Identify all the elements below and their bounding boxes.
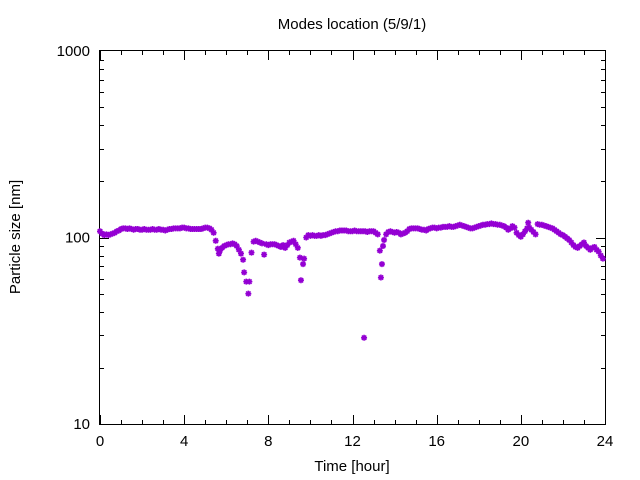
data-point xyxy=(381,236,388,243)
data-point xyxy=(597,252,604,259)
data-point xyxy=(227,241,234,248)
data-point xyxy=(300,261,307,268)
x-tick-label: 0 xyxy=(96,433,104,450)
data-point xyxy=(259,240,266,247)
tick-labels: 0 4 8 12 16 20 24 10 100 1000 xyxy=(57,43,614,450)
data-point xyxy=(303,234,310,241)
data-point xyxy=(383,231,390,238)
data-point xyxy=(591,243,598,250)
y-tick-label: 1000 xyxy=(57,43,90,60)
data-points xyxy=(97,219,606,341)
data-point xyxy=(229,240,236,247)
data-point xyxy=(265,242,272,249)
data-point xyxy=(530,229,537,236)
data-point xyxy=(286,239,293,246)
data-point xyxy=(377,274,384,281)
data-point xyxy=(297,277,304,284)
data-point xyxy=(513,229,520,236)
data-point xyxy=(517,233,524,240)
x-axis-label: Time [hour] xyxy=(314,458,389,475)
data-point xyxy=(522,228,529,235)
data-point xyxy=(208,226,215,233)
plot-frame xyxy=(99,50,606,425)
x-tick-label: 4 xyxy=(180,433,188,450)
data-point xyxy=(290,237,297,244)
data-point xyxy=(294,244,301,251)
x-tick-label: 16 xyxy=(428,433,445,450)
data-point xyxy=(261,251,268,258)
data-point xyxy=(248,249,255,256)
data-point xyxy=(271,241,278,248)
data-point xyxy=(243,278,250,285)
data-point xyxy=(263,241,270,248)
data-point xyxy=(511,224,518,231)
data-point xyxy=(288,238,295,245)
data-point xyxy=(254,238,261,245)
data-point xyxy=(212,237,219,244)
data-point xyxy=(595,248,602,255)
x-tick-label: 8 xyxy=(264,433,272,450)
data-point xyxy=(235,246,242,253)
axis-ticks xyxy=(100,51,606,425)
data-point xyxy=(525,219,532,226)
data-point xyxy=(210,229,217,236)
data-point xyxy=(284,242,291,249)
y-tick-label: 100 xyxy=(65,230,90,247)
data-point xyxy=(240,256,247,263)
data-point xyxy=(292,241,299,248)
data-point xyxy=(301,255,308,262)
y-tick-label: 10 xyxy=(73,416,90,433)
data-point xyxy=(256,239,263,246)
data-point xyxy=(378,261,385,268)
data-point xyxy=(223,242,230,249)
x-tick-label: 20 xyxy=(512,433,529,450)
data-point xyxy=(380,243,387,250)
data-point xyxy=(233,243,240,250)
data-point xyxy=(280,242,287,249)
data-point xyxy=(589,244,596,251)
data-point xyxy=(566,236,573,243)
data-point xyxy=(568,239,575,246)
data-point xyxy=(246,278,253,285)
data-point xyxy=(245,290,252,297)
data-point xyxy=(376,247,383,254)
chart-title: Modes location (5/9/1) xyxy=(278,16,426,33)
data-point xyxy=(273,242,280,249)
x-tick-label: 24 xyxy=(597,433,614,450)
data-point xyxy=(252,237,259,244)
x-tick-label: 12 xyxy=(344,433,361,450)
data-point xyxy=(216,247,223,254)
data-point xyxy=(241,269,248,276)
data-point xyxy=(572,243,579,250)
data-point xyxy=(250,238,257,245)
data-point xyxy=(237,250,244,257)
y-axis-label: Particle size [nm] xyxy=(7,180,24,294)
data-point xyxy=(282,244,289,251)
data-point xyxy=(599,255,606,262)
data-point xyxy=(296,254,303,261)
data-point xyxy=(519,231,526,238)
data-point xyxy=(374,231,381,238)
data-point xyxy=(275,243,282,250)
data-point xyxy=(361,334,368,341)
data-point xyxy=(221,243,228,250)
data-point xyxy=(580,239,587,246)
data-point xyxy=(532,231,539,238)
data-point xyxy=(215,250,222,257)
